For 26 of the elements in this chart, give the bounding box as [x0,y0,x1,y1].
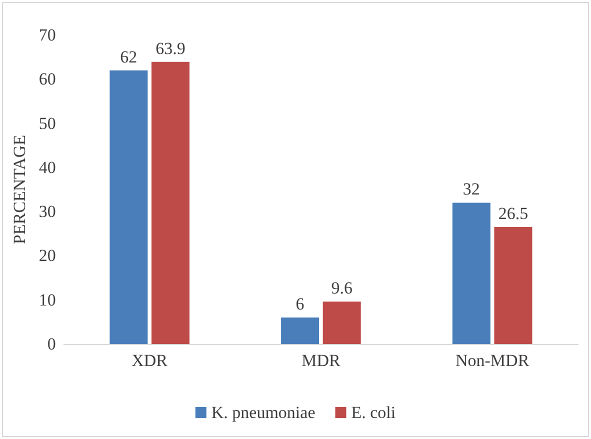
bar [110,70,148,344]
y-tick-label: 20 [38,246,56,266]
bar [151,62,190,344]
x-tick-label: Non-MDR [455,351,530,370]
data-label: 32 [462,180,480,199]
data-label: 26.5 [498,204,528,224]
bar [322,302,361,344]
x-tick-label: MDR [302,351,341,370]
y-tick-label: 70 [38,26,56,44]
bar [281,318,320,344]
data-label: 63.9 [156,38,186,58]
y-axis-title: PERCENTAGE [10,134,29,244]
x-tick-label: XDR [132,351,168,370]
y-tick-label: 40 [38,158,56,177]
data-label: 6 [296,294,304,314]
legend-label: E. coli [351,403,396,422]
bar [452,202,490,344]
y-tick-label: 10 [38,290,56,310]
y-tick-label: 60 [38,70,56,89]
data-label: 62 [120,47,138,66]
data-label: 9.6 [331,278,352,298]
y-tick-label: 50 [38,114,56,133]
bar [494,227,532,344]
y-tick-label: 30 [38,202,56,222]
legend-label: K. pneumoniae [211,403,316,422]
y-tick-label: 0 [47,334,56,354]
